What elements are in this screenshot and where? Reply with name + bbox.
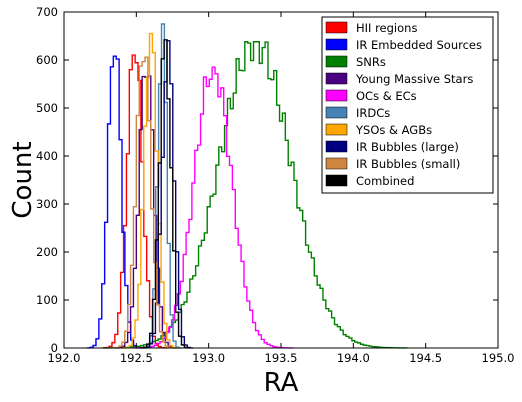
legend-swatch-young-massive-stars (325, 72, 348, 85)
x-tick-label: 193.5 (265, 351, 298, 365)
x-tick-label: 195.0 (482, 351, 515, 365)
legend-label-irdcs: IRDCs (356, 106, 390, 120)
legend-label-snrs: SNRs (356, 55, 386, 69)
x-tick-label: 192.5 (120, 351, 153, 365)
x-axis-title: RA (264, 368, 299, 398)
legend-swatch-ysos-agbs (325, 123, 348, 136)
y-tick-label: 0 (51, 341, 58, 355)
y-tick-label: 200 (36, 245, 58, 259)
y-tick-label: 400 (36, 149, 58, 163)
legend-swatch-snrs (325, 55, 348, 68)
series-ocs-ecs-histogram (133, 66, 294, 349)
y-tick-label: 300 (36, 197, 58, 211)
y-tick-label: 500 (36, 101, 58, 115)
series-layer (86, 23, 408, 349)
legend: HII regions IR Embedded Sources SNRs Young … (321, 16, 494, 194)
legend-swatch-ir-bubbles-small- (325, 157, 348, 170)
legend-label-combined: Combined (356, 174, 414, 188)
y-tick-label: 100 (36, 293, 58, 307)
x-tick-label: 193.0 (192, 351, 225, 365)
x-tick-label: 194.5 (409, 351, 442, 365)
legend-label-ir-bubbles-small-: IR Bubbles (small) (356, 157, 460, 171)
legend-swatch-irdcs (325, 106, 348, 119)
series-hii-regions-histogram (102, 54, 168, 349)
series-ysos-agbs-histogram (122, 32, 179, 349)
legend-label-ir-embedded-sources: IR Embedded Sources (356, 38, 482, 52)
legend-label-ir-bubbles-large-: IR Bubbles (large) (356, 140, 459, 154)
series-combined-histogram (140, 39, 191, 349)
series-ir-embedded-sources-histogram (86, 55, 143, 349)
x-tick-label: 192.0 (48, 351, 81, 365)
series-ir-bubbles-small--histogram (112, 56, 175, 349)
y-axis-title: Count (8, 141, 38, 218)
legend-frame (321, 16, 494, 194)
y-tick-label: 600 (36, 53, 58, 67)
legend-swatch-ir-bubbles-large- (325, 140, 348, 153)
legend-label-young-massive-stars: Young Massive Stars (355, 72, 473, 86)
ticks-layer: 192.0 192.5 193.0 193.5 194.0 194.5 195.0 0 100 2… (36, 5, 514, 365)
y-tick-label: 700 (36, 5, 58, 19)
legend-label-hii-regions: HII regions (356, 21, 417, 35)
legend-swatch-ir-embedded-sources (325, 38, 348, 51)
legend-label-ocs-ecs: OCs & ECs (356, 89, 417, 103)
x-tick-label: 194.0 (337, 351, 370, 365)
legend-swatch-combined (325, 174, 348, 187)
legend-swatch-hii-regions (325, 21, 348, 34)
legend-swatch-ocs-ecs (325, 89, 348, 102)
legend-label-ysos-agbs: YSOs & AGBs (355, 123, 432, 137)
